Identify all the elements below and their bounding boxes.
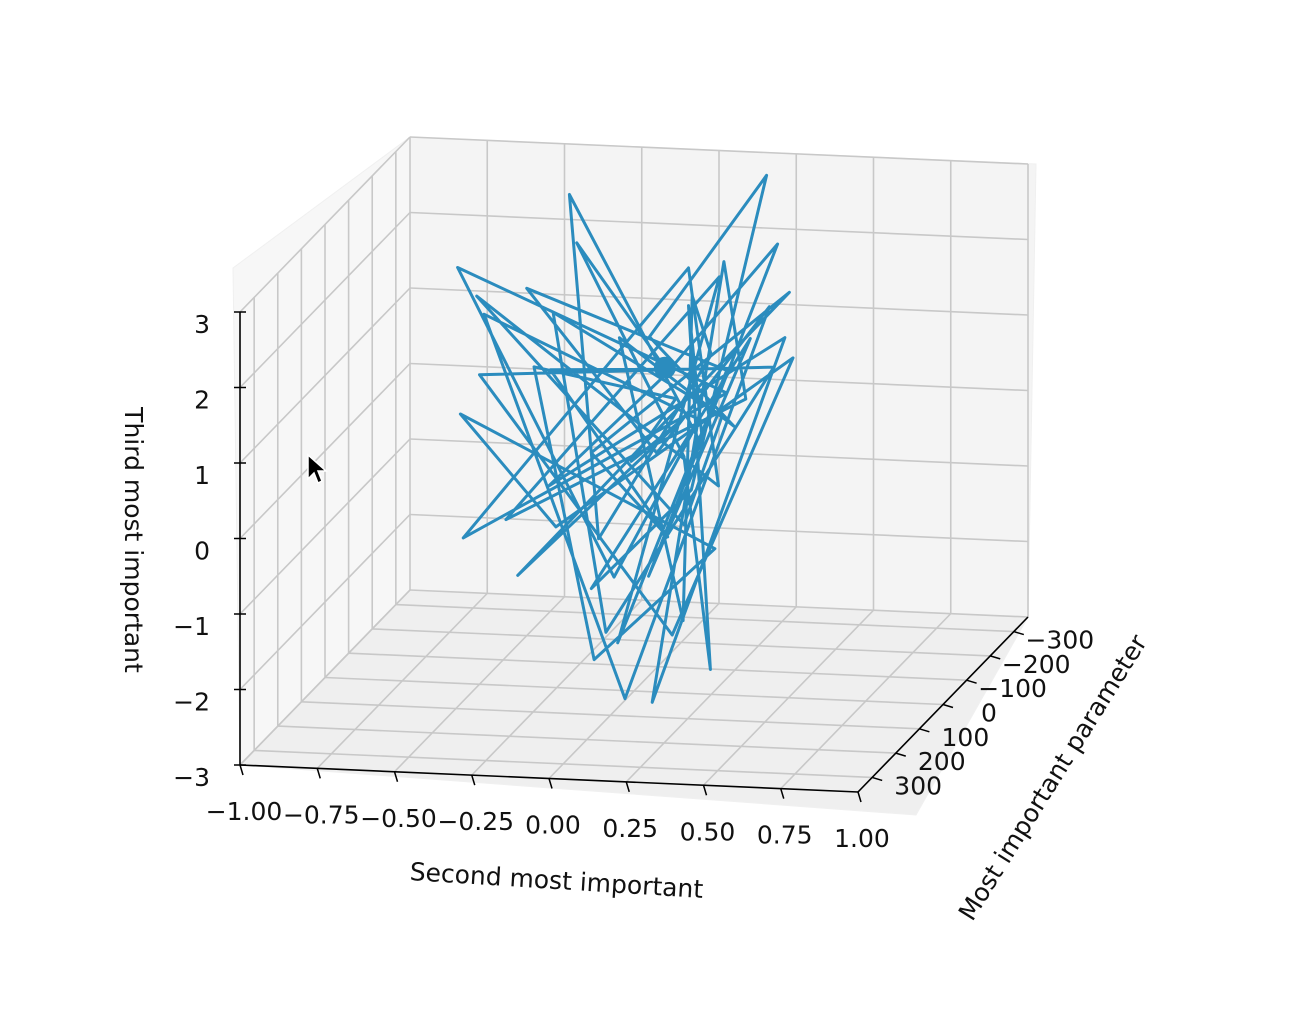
- x-tick-label: 0: [981, 699, 997, 728]
- y-tick-label: −0.25: [437, 807, 514, 836]
- x-tick: [1013, 630, 1025, 636]
- y-tick: [780, 788, 785, 799]
- z-tick-label: 0: [194, 537, 210, 566]
- zlabel-third-most-important: Third most important: [119, 406, 148, 673]
- y-tick: [857, 791, 862, 803]
- y-tick: [239, 764, 244, 776]
- y-tick-label: −0.75: [283, 800, 360, 829]
- mouse-cursor-icon: [307, 453, 328, 485]
- y-tick: [625, 781, 630, 793]
- y-tick: [316, 768, 321, 779]
- y-tick-label: 0.25: [602, 814, 658, 843]
- grid-line-x-floor: [372, 628, 991, 657]
- x-tick: [990, 655, 1001, 660]
- grid-line-z-back: [409, 136, 1029, 165]
- ylabel-second-most-important: Second most important: [409, 857, 704, 904]
- grid-line-z-back: [409, 211, 1029, 241]
- x-tick: [919, 728, 930, 733]
- y-tick-label: 1.00: [834, 824, 890, 853]
- z-tick-label: 3: [194, 310, 210, 339]
- x-tick: [895, 752, 906, 757]
- y-tick-label: 0.75: [757, 821, 813, 850]
- x-tick-label: −100: [978, 674, 1047, 703]
- axis-labels: −1.00 −0.75 −0.50 −0.25 0.00 0.25 0.50 0.75 1.00…: [173, 310, 1094, 853]
- axes-panes: [232, 136, 1037, 816]
- x-tick-label: 200: [918, 747, 966, 776]
- x-tick: [966, 679, 977, 684]
- z-tick-label: −2: [173, 688, 210, 717]
- x-tick-label: −300: [1025, 626, 1094, 655]
- y-tick-label: 0.00: [525, 811, 581, 840]
- y-tick: [393, 771, 399, 782]
- x-tick-label: −200: [1002, 650, 1071, 679]
- grid-line-x-floor: [324, 676, 944, 706]
- y-tick: [471, 774, 476, 786]
- start-point-marker: [653, 356, 676, 379]
- z-tick-label: −1: [173, 612, 210, 641]
- grid-line-z-back: [409, 589, 1029, 618]
- x-tick-label: 300: [894, 771, 942, 800]
- y-tick: [548, 778, 553, 789]
- grid-line-x-floor: [277, 725, 896, 754]
- y-tick-label: −1.00: [206, 797, 283, 826]
- y-tick: [702, 785, 708, 796]
- z-tick-label: 1: [194, 461, 210, 490]
- y-tick-label: −0.50: [360, 804, 437, 833]
- series-line-0: [456, 173, 795, 704]
- x-tick: [871, 776, 883, 782]
- axes-lines: [234, 311, 1029, 803]
- z-tick-label: 2: [194, 386, 210, 415]
- x-tick: [942, 703, 954, 709]
- plot-area: [456, 173, 795, 704]
- z-tick-label: −3: [173, 763, 210, 792]
- grid-line-x-floor: [254, 749, 873, 779]
- x-tick-label: 100: [942, 723, 990, 752]
- grid-line-x-floor: [301, 701, 920, 730]
- y-tick-label: 0.50: [680, 817, 736, 846]
